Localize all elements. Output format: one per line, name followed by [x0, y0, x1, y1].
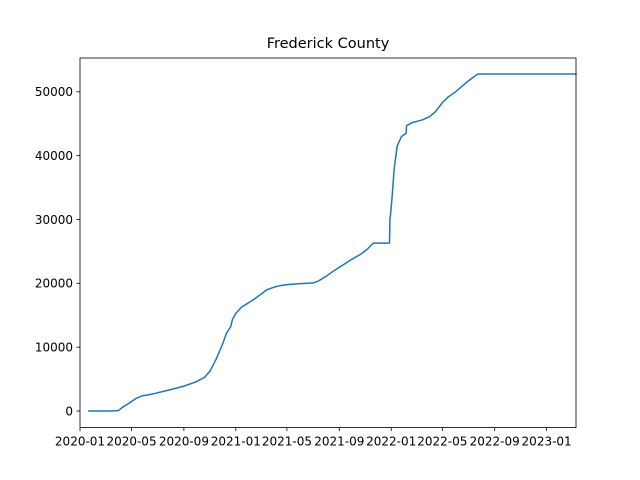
x-tick-label: 2022-05 [417, 435, 467, 449]
x-tick-label: 2023-01 [522, 435, 572, 449]
series-line-0 [88, 73, 577, 412]
x-tick-label: 2022-09 [470, 435, 520, 449]
y-tick-label: 30000 [35, 213, 73, 227]
x-tick-label: 2021-09 [314, 435, 364, 449]
y-tick-label: 0 [65, 404, 73, 418]
x-tick-label: 2021-01 [211, 435, 261, 449]
plot-frame [79, 57, 577, 429]
x-tick-label: 2020-09 [159, 435, 209, 449]
y-tick-label: 40000 [35, 149, 73, 163]
y-tick-label: 10000 [35, 340, 73, 354]
series-layer [88, 73, 577, 412]
y-tick-label: 20000 [35, 277, 73, 291]
x-tick-label: 2020-01 [55, 435, 105, 449]
axis-ticks: 0 10000 20000 30000 40000 50000 2020-01 2020-05… [35, 85, 572, 448]
x-tick-label: 2021-05 [262, 435, 312, 449]
x-tick-label: 2020-05 [106, 435, 156, 449]
x-tick-label: 2022-01 [366, 435, 416, 449]
y-tick-label: 50000 [35, 85, 73, 99]
chart-title: Frederick County [267, 36, 390, 52]
